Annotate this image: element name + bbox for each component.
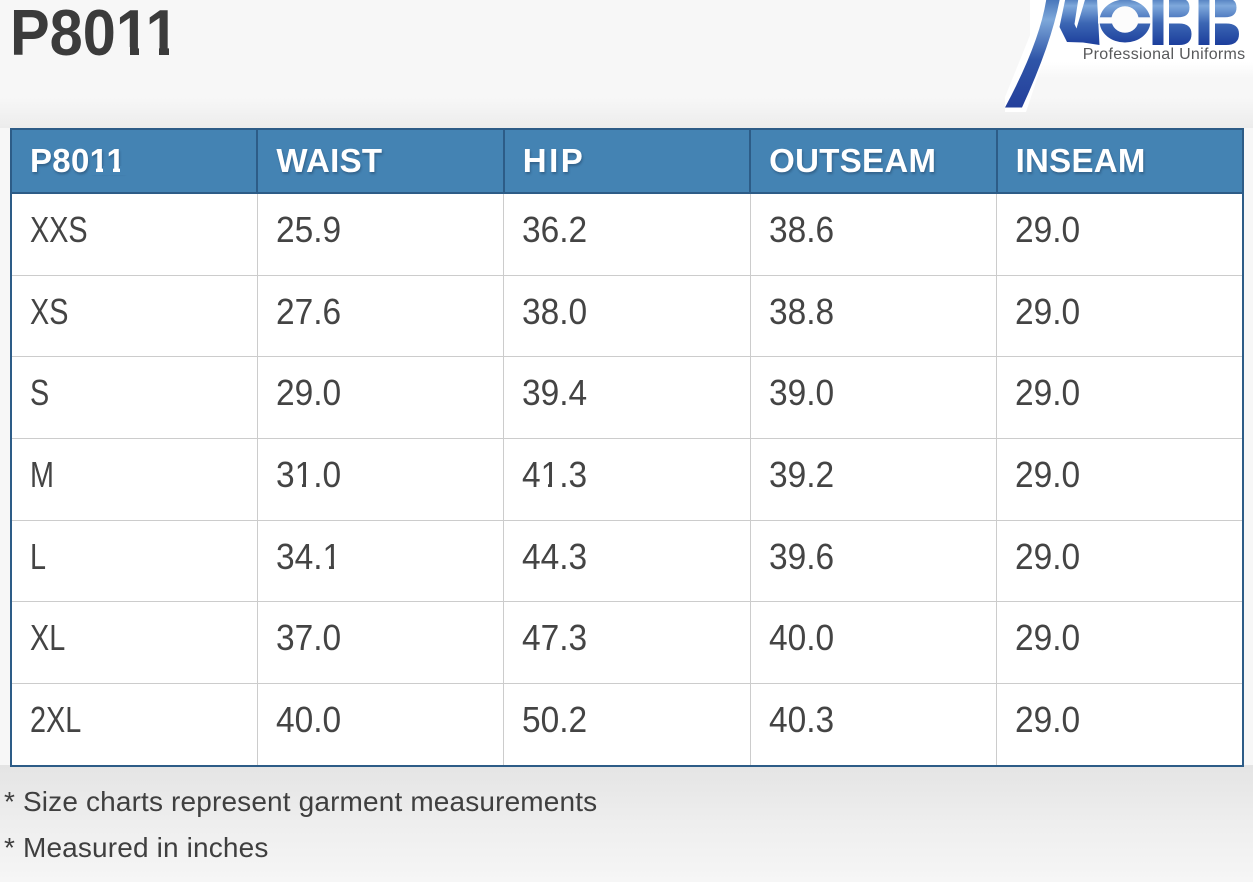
svg-text:Professional Uniforms: Professional Uniforms [1083, 46, 1246, 63]
